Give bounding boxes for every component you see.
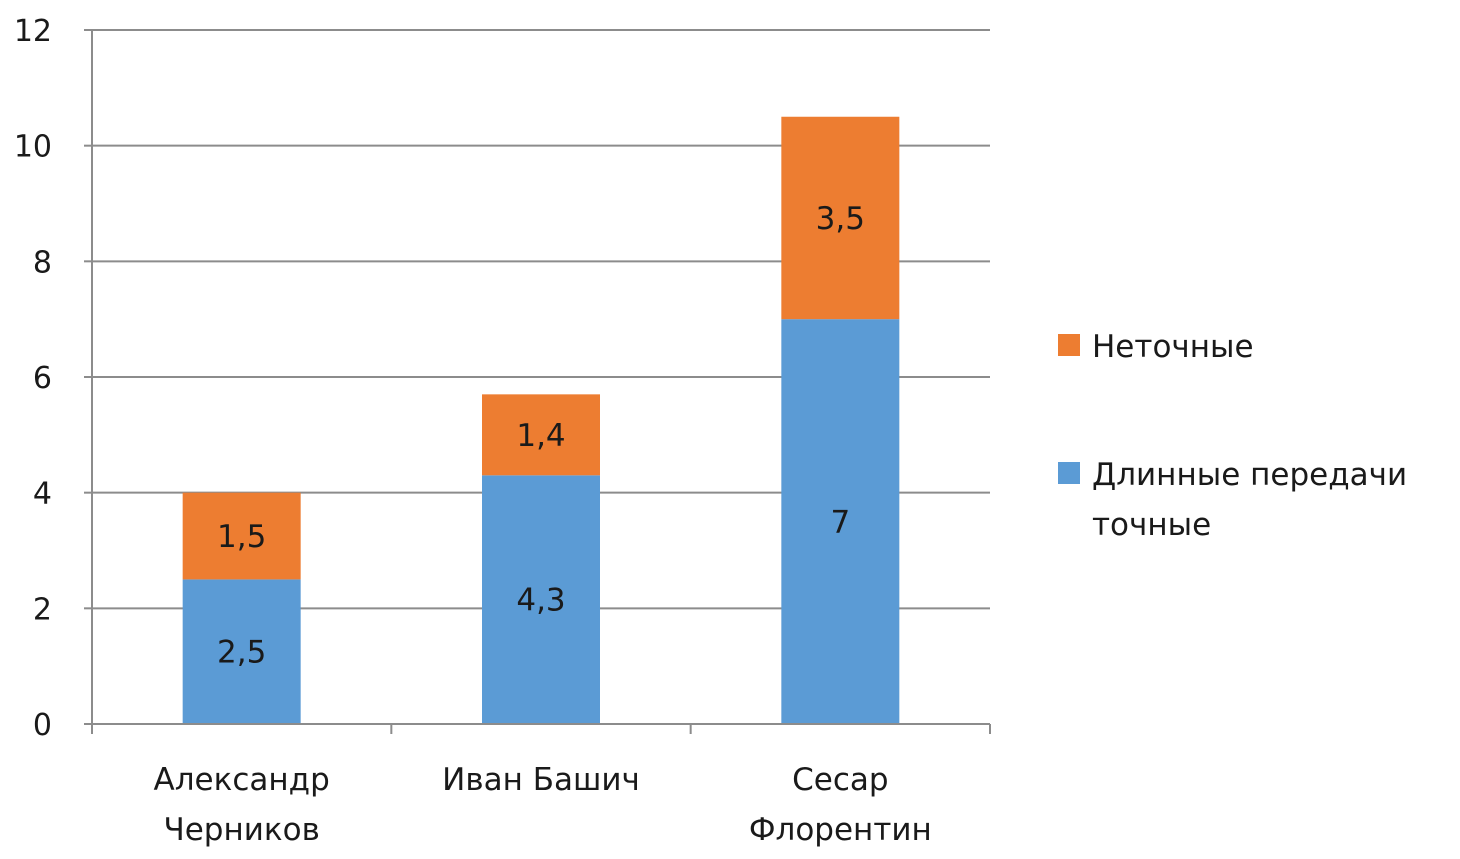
y-tick-label: 6 xyxy=(33,361,52,396)
bar-segment xyxy=(182,579,301,724)
bar-segment xyxy=(781,319,900,724)
data-label: 4,3 xyxy=(516,583,565,619)
y-tick-label: 0 xyxy=(33,708,52,743)
data-label: 1,4 xyxy=(516,418,565,454)
axes xyxy=(84,29,991,734)
x-category-label: Иван Башич xyxy=(442,762,640,798)
x-category-label: Флорентин xyxy=(749,812,932,848)
y-tick-label: 12 xyxy=(14,14,52,49)
legend-label: Длинные передачи xyxy=(1092,457,1407,493)
x-category-label: Черников xyxy=(163,812,319,848)
legend-label: точные xyxy=(1092,507,1211,543)
labels: 0 2 4 6 8 10 12 2,5 1,5 Александр Черников 4,3 1,4 Ив… xyxy=(14,14,932,848)
bar-segment xyxy=(182,492,301,580)
y-tick-label: 2 xyxy=(33,592,52,627)
bar-segment xyxy=(781,116,900,320)
bars xyxy=(182,116,900,724)
data-label: 3,5 xyxy=(816,201,865,237)
data-label: 2,5 xyxy=(217,635,266,671)
bar-segment xyxy=(482,394,600,476)
data-label: 7 xyxy=(830,505,850,541)
y-tick-label: 10 xyxy=(14,130,52,165)
legend-swatch xyxy=(1058,462,1080,484)
bar-segment xyxy=(482,475,600,724)
legend-swatch xyxy=(1058,334,1080,356)
legend-label: Неточные xyxy=(1092,329,1254,365)
legend: Неточные Длинные передачи точные xyxy=(1058,329,1407,543)
x-category-label: Сесар xyxy=(792,762,888,798)
data-label: 1,5 xyxy=(217,519,266,555)
x-category-label: Александр xyxy=(154,762,330,798)
y-tick-label: 4 xyxy=(33,477,52,512)
y-tick-label: 8 xyxy=(33,245,52,280)
